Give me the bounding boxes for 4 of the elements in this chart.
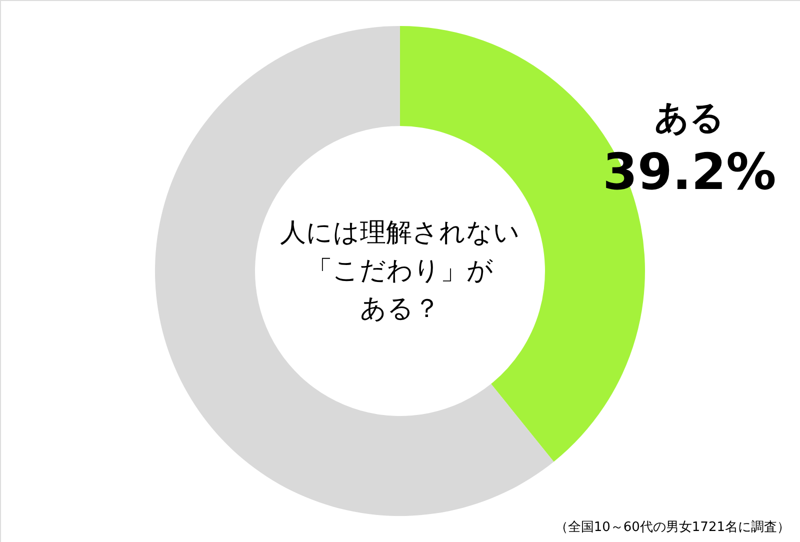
text: 人には理解されない「こだわり」がある？ (280, 218, 520, 324)
text: （全国10～60代の男女1721名に調査） (554, 520, 790, 535)
slice-label: ある (654, 98, 724, 138)
donut-slice (155, 26, 554, 516)
